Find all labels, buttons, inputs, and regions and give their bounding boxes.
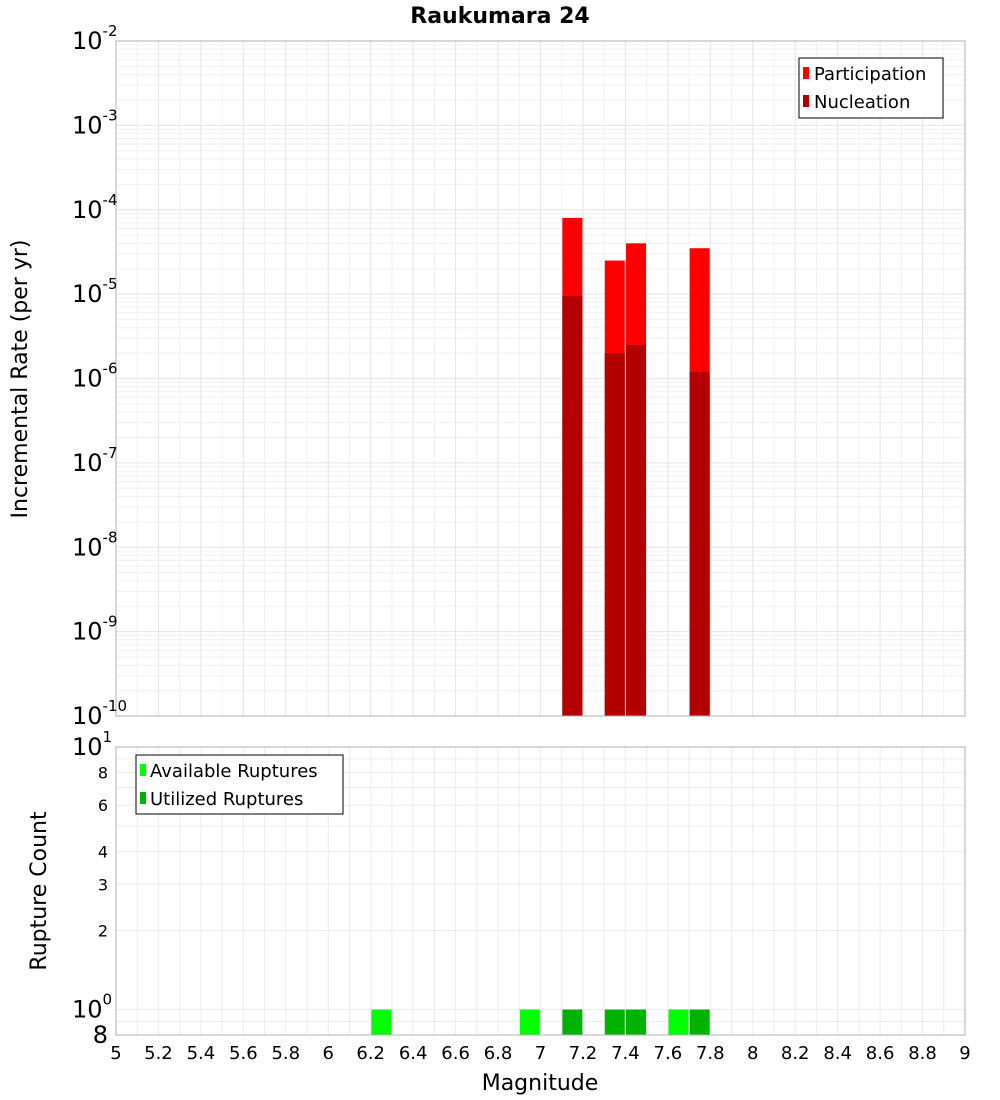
x-axis-ticks: 5 5.2 5.4 5.6 5.8 6 6.2 6.4 6.6 6.8 7 7.2 7.4 7.6 7.8 8… — [110, 1043, 970, 1064]
available-legend-label: Available Ruptures — [150, 761, 318, 782]
x-tick-label: 7.4 — [611, 1043, 640, 1064]
count-y-tick-label: 6 — [98, 796, 108, 815]
utilized-legend-swatch — [140, 792, 146, 804]
count-legend: Available Ruptures Utilized Ruptures — [135, 754, 344, 815]
nucleation-bar — [604, 353, 625, 716]
x-tick-label: 6.6 — [441, 1043, 470, 1064]
rate-y-tick-label: 10-8 — [72, 528, 118, 561]
x-tick-label: 6 — [323, 1043, 334, 1064]
x-tick-label: 5.8 — [271, 1043, 300, 1064]
x-tick-label: 5.4 — [187, 1043, 216, 1064]
participation-legend-swatch — [803, 67, 809, 79]
x-tick-label: 8.8 — [908, 1043, 937, 1064]
rate-legend: Participation Nucleation — [798, 57, 944, 119]
nucleation-bar — [562, 296, 583, 716]
rate-plot-major-grid — [115, 40, 966, 717]
x-tick-label: 6.8 — [484, 1043, 513, 1064]
rate-plot-frame — [115, 40, 966, 717]
rate-y-tick-label: 10-4 — [72, 191, 118, 224]
available-ruptures-bar — [519, 1009, 540, 1035]
x-tick-label: 8.6 — [866, 1043, 895, 1064]
rate-y-tick-label: 10-10 — [72, 697, 127, 730]
x-tick-label: 7 — [535, 1043, 546, 1064]
participation-legend-label: Participation — [814, 64, 926, 85]
x-tick-label: 8 — [747, 1043, 758, 1064]
count-y-tick-label: 2 — [98, 922, 108, 941]
x-tick-label: 8.4 — [823, 1043, 852, 1064]
available-legend-swatch — [140, 764, 146, 776]
utilized-ruptures-bar — [626, 1009, 647, 1035]
x-tick-label: 9 — [959, 1043, 970, 1064]
rate-y-axis-label: Incremental Rate (per yr) — [8, 240, 33, 519]
nucleation-bar — [689, 371, 710, 716]
count-y-tick-label: 8 — [98, 763, 108, 782]
rate-legend-box — [798, 57, 944, 119]
x-axis-label: Magnitude — [482, 1071, 599, 1096]
x-tick-label: 5 — [110, 1043, 121, 1064]
x-tick-label: 6.2 — [356, 1043, 385, 1064]
count-y-bottom-tick-label: 8 — [93, 1021, 108, 1049]
utilized-ruptures-bar — [604, 1009, 625, 1035]
count-y-tick-label: 3 — [98, 875, 108, 894]
nucleation-legend-label: Nucleation — [814, 92, 910, 113]
count-y-major-tick-label: 101 — [72, 728, 112, 761]
count-plot-bars — [371, 1009, 710, 1035]
x-tick-label: 7.8 — [696, 1043, 725, 1064]
x-tick-label: 7.2 — [569, 1043, 598, 1064]
count-y-tick-label: 4 — [98, 842, 108, 861]
available-ruptures-bar — [668, 1009, 689, 1035]
utilized-ruptures-bar — [689, 1009, 710, 1035]
x-tick-label: 5.2 — [144, 1043, 173, 1064]
x-tick-label: 5.6 — [229, 1043, 258, 1064]
rate-plot-y-ticks: 10-10 10-9 10-8 10-7 10-6 10-5 10-4 10-3 10-2 — [72, 22, 127, 730]
chart-title: Raukumara 24 — [410, 4, 589, 29]
count-y-axis-label: Rupture Count — [27, 811, 52, 971]
count-legend-box — [135, 754, 344, 815]
utilized-ruptures-bar — [562, 1009, 583, 1035]
rate-y-tick-label: 10-7 — [72, 444, 118, 477]
rate-plot-bars — [562, 217, 710, 717]
x-tick-label: 6.4 — [399, 1043, 428, 1064]
count-plot-grid — [115, 747, 966, 1035]
nucleation-bar — [626, 344, 647, 716]
rate-y-tick-label: 10-2 — [72, 22, 118, 55]
rate-y-tick-label: 10-9 — [72, 613, 118, 646]
rate-y-tick-label: 10-5 — [72, 275, 118, 308]
available-ruptures-bar — [371, 1009, 392, 1035]
rate-y-tick-label: 10-3 — [72, 106, 118, 139]
x-tick-label: 7.6 — [654, 1043, 683, 1064]
rate-y-tick-label: 10-6 — [72, 360, 118, 393]
nucleation-legend-swatch — [803, 95, 809, 107]
count-y-major-tick-label: 100 — [72, 991, 112, 1024]
x-tick-label: 8.2 — [781, 1043, 810, 1064]
rate-plot: 10-10 10-9 10-8 10-7 10-6 10-5 10-4 10-3 10-2 In… — [8, 22, 966, 730]
count-plot-frame — [115, 746, 966, 1036]
utilized-legend-label: Utilized Ruptures — [150, 789, 303, 810]
